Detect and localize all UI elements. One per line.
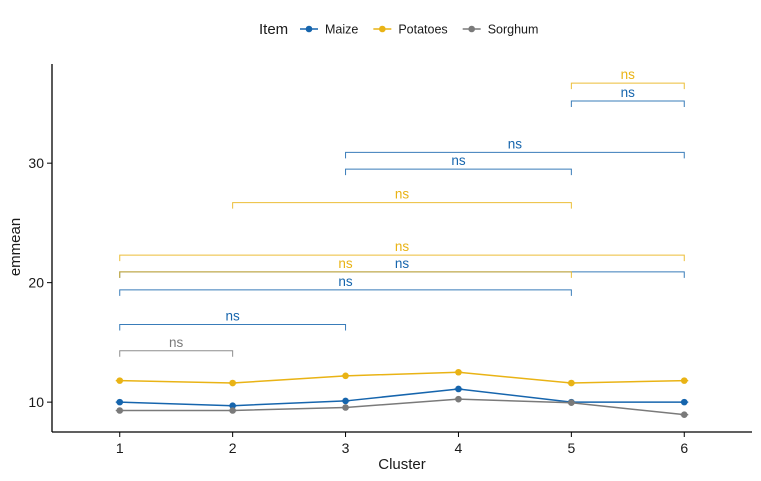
bracket-label: ns bbox=[621, 67, 636, 82]
data-point bbox=[229, 407, 236, 414]
x-tick-label: 5 bbox=[567, 440, 575, 456]
y-axis-title: emmean bbox=[7, 218, 24, 276]
x-axis-title: Cluster bbox=[378, 456, 426, 473]
bracket-label: ns bbox=[508, 136, 523, 151]
data-point bbox=[455, 368, 462, 376]
data-point bbox=[568, 379, 575, 387]
bracket-line bbox=[119, 289, 572, 296]
legend-item-maize: Maize bbox=[300, 23, 358, 37]
bracket-maize-5-6: ns bbox=[570, 85, 685, 108]
series-line bbox=[119, 398, 685, 416]
data-point bbox=[116, 377, 124, 384]
bracket-line bbox=[570, 82, 685, 90]
bracket-label: ns bbox=[395, 239, 410, 254]
legend-key-point bbox=[468, 25, 475, 33]
legend-item-sorghum: Sorghum bbox=[462, 23, 539, 37]
x-tick-label: 4 bbox=[455, 440, 463, 456]
y-tick-label: 10 bbox=[28, 394, 44, 410]
data-point bbox=[342, 404, 349, 411]
bracket-line bbox=[232, 202, 572, 209]
bracket-label: ns bbox=[338, 274, 353, 289]
legend-label: Potatoes bbox=[398, 23, 447, 37]
data-point bbox=[680, 398, 688, 406]
bracket-label: ns bbox=[169, 335, 184, 350]
comparison-brackets: ns ns ns ns ns ns ns ns ns ns ns bbox=[119, 67, 685, 357]
legend: Item Maize Potatoes Sorghum bbox=[259, 21, 538, 38]
bracket-potatoes-1-5: ns bbox=[119, 256, 572, 278]
x-tick-label: 2 bbox=[229, 440, 237, 456]
bracket-label: ns bbox=[395, 187, 410, 202]
series-potatoes bbox=[115, 368, 689, 387]
series-layer bbox=[115, 368, 689, 418]
bracket-label: ns bbox=[226, 308, 241, 323]
bracket-line bbox=[119, 323, 347, 331]
legend-label: Sorghum bbox=[488, 23, 539, 37]
bracket-maize-3-6: ns bbox=[345, 136, 685, 159]
data-point bbox=[342, 372, 349, 380]
bracket-line bbox=[119, 254, 685, 262]
bracket-line bbox=[119, 350, 234, 357]
bracket-label: ns bbox=[621, 85, 636, 100]
bracket-line bbox=[345, 168, 572, 176]
y-tick-label: 30 bbox=[28, 155, 44, 171]
bracket-line bbox=[570, 100, 685, 108]
data-point bbox=[455, 385, 462, 393]
bracket-sorghum-1-2: ns bbox=[119, 335, 234, 357]
bracket-potatoes-2-5: ns bbox=[232, 187, 572, 209]
bracket-maize-1-3: ns bbox=[119, 308, 347, 331]
bracket-potatoes-1-6: ns bbox=[119, 239, 685, 262]
data-point bbox=[568, 399, 575, 407]
legend-title: Item bbox=[259, 21, 288, 38]
legend-key-point bbox=[379, 25, 386, 33]
bracket-label: ns bbox=[395, 256, 410, 271]
data-point bbox=[455, 395, 462, 403]
series-line bbox=[119, 388, 685, 407]
bracket-potatoes-5-6: ns bbox=[570, 67, 685, 90]
data-point bbox=[342, 397, 349, 405]
y-tick-label: 20 bbox=[28, 275, 44, 291]
data-point bbox=[229, 402, 236, 410]
x-tick-label: 1 bbox=[116, 440, 124, 456]
data-point bbox=[116, 407, 124, 414]
bracket-line bbox=[119, 271, 685, 278]
bracket-line bbox=[345, 151, 685, 159]
series-line bbox=[119, 371, 685, 384]
data-point bbox=[680, 411, 688, 418]
bracket-maize-1-5: ns bbox=[119, 274, 572, 296]
data-point bbox=[116, 398, 124, 406]
data-point bbox=[229, 379, 236, 387]
data-point bbox=[680, 377, 688, 384]
legend-item-potatoes: Potatoes bbox=[373, 23, 448, 37]
bracket-maize-1-6: ns bbox=[119, 256, 685, 278]
series-sorghum bbox=[115, 395, 689, 418]
axes: 1 2 3 4 5 6 10 20 30 bbox=[28, 64, 752, 456]
x-tick-label: 6 bbox=[680, 440, 688, 456]
legend-key-point bbox=[305, 25, 313, 33]
legend-label: Maize bbox=[325, 23, 358, 37]
bracket-label: ns bbox=[338, 256, 353, 271]
bracket-label: ns bbox=[451, 153, 466, 168]
bracket-line bbox=[119, 271, 572, 278]
x-tick-label: 3 bbox=[342, 440, 350, 456]
bracket-maize-3-5: ns bbox=[345, 153, 572, 176]
